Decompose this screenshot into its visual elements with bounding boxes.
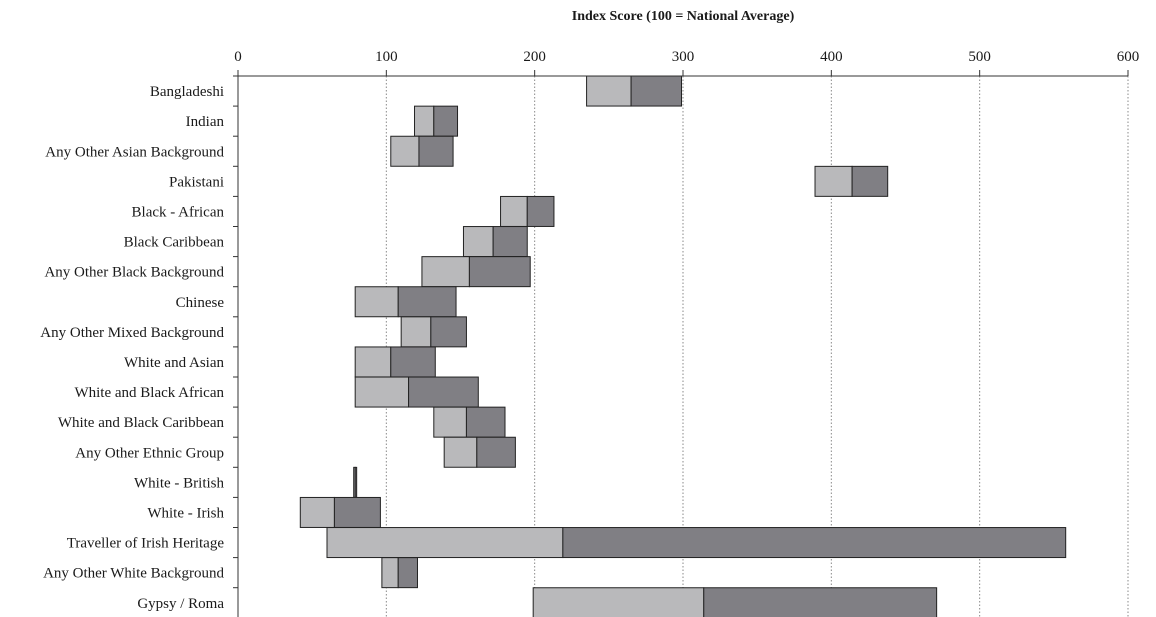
tick-label-0: 0 bbox=[234, 49, 242, 65]
bar-lower-14 bbox=[299, 496, 335, 528]
bars bbox=[299, 75, 1067, 617]
category-label-15: Traveller of Irish Heritage bbox=[67, 536, 225, 552]
bar-upper-15 bbox=[562, 527, 1067, 559]
bar-upper-10 bbox=[408, 376, 479, 408]
bar-upper-13 bbox=[354, 466, 358, 498]
bar-lower-17 bbox=[532, 587, 705, 617]
category-label-5: Black Caribbean bbox=[124, 235, 225, 251]
bar-lower-9 bbox=[354, 346, 392, 378]
bar-upper-6 bbox=[468, 256, 531, 288]
bar-lower-10 bbox=[354, 376, 410, 408]
category-label-7: Chinese bbox=[176, 295, 225, 311]
category-label-4: Black - African bbox=[132, 204, 225, 220]
category-label-10: White and Black African bbox=[74, 385, 224, 401]
bar-lower-6 bbox=[421, 256, 470, 288]
bar-upper-8 bbox=[430, 316, 467, 348]
category-label-9: White and Asian bbox=[124, 355, 224, 371]
bar-upper-9 bbox=[390, 346, 436, 378]
bar-upper-1 bbox=[433, 105, 459, 137]
bar-lower-4 bbox=[500, 195, 528, 227]
bar-lower-7 bbox=[354, 286, 399, 318]
bar-lower-5 bbox=[462, 226, 494, 258]
category-label-16: Any Other White Background bbox=[43, 566, 224, 582]
bar-lower-1 bbox=[414, 105, 435, 137]
tick-label-100: 100 bbox=[375, 49, 398, 65]
category-label-13: White - British bbox=[134, 475, 224, 491]
category-label-0: Bangladeshi bbox=[150, 84, 224, 100]
tick-label-300: 300 bbox=[672, 49, 695, 65]
x-axis-ticks: 0 100 200 300 400 500 600 bbox=[234, 49, 1139, 76]
bar-upper-7 bbox=[397, 286, 457, 318]
category-label-1: Indian bbox=[186, 114, 225, 130]
category-label-14: White - Irish bbox=[147, 505, 224, 521]
x-axis-title: Index Score (100 = National Average) bbox=[572, 9, 795, 24]
bar-upper-4 bbox=[526, 195, 555, 227]
bar-upper-3 bbox=[851, 165, 889, 197]
bar-upper-14 bbox=[333, 496, 381, 528]
bar-upper-12 bbox=[476, 436, 516, 468]
bar-lower-2 bbox=[390, 135, 420, 167]
bar-upper-0 bbox=[630, 75, 683, 107]
category-label-17: Gypsy / Roma bbox=[137, 596, 224, 612]
tick-label-200: 200 bbox=[523, 49, 546, 65]
category-label-8: Any Other Mixed Background bbox=[40, 325, 224, 341]
bar-upper-2 bbox=[418, 135, 454, 167]
category-label-11: White and Black Caribbean bbox=[58, 415, 225, 431]
category-label-6: Any Other Black Background bbox=[44, 265, 224, 281]
bar-upper-11 bbox=[465, 406, 506, 438]
bar-lower-0 bbox=[586, 75, 632, 107]
tick-label-600: 600 bbox=[1117, 49, 1140, 65]
category-label-3: Pakistani bbox=[169, 174, 224, 190]
bar-lower-15 bbox=[326, 527, 564, 559]
tick-label-500: 500 bbox=[968, 49, 991, 65]
tick-label-400: 400 bbox=[820, 49, 843, 65]
category-label-12: Any Other Ethnic Group bbox=[75, 445, 224, 461]
category-labels: Bangladeshi Indian Any Other Asian Backgro… bbox=[40, 75, 238, 612]
bar-lower-11 bbox=[433, 406, 467, 438]
bar-lower-16 bbox=[381, 557, 399, 589]
bar-lower-8 bbox=[400, 316, 432, 348]
bar-upper-5 bbox=[492, 226, 528, 258]
bar-lower-12 bbox=[443, 436, 478, 468]
bar-lower-3 bbox=[814, 165, 853, 197]
bar-upper-16 bbox=[397, 557, 418, 589]
bar-upper-17 bbox=[703, 587, 938, 617]
category-label-2: Any Other Asian Background bbox=[45, 144, 224, 160]
